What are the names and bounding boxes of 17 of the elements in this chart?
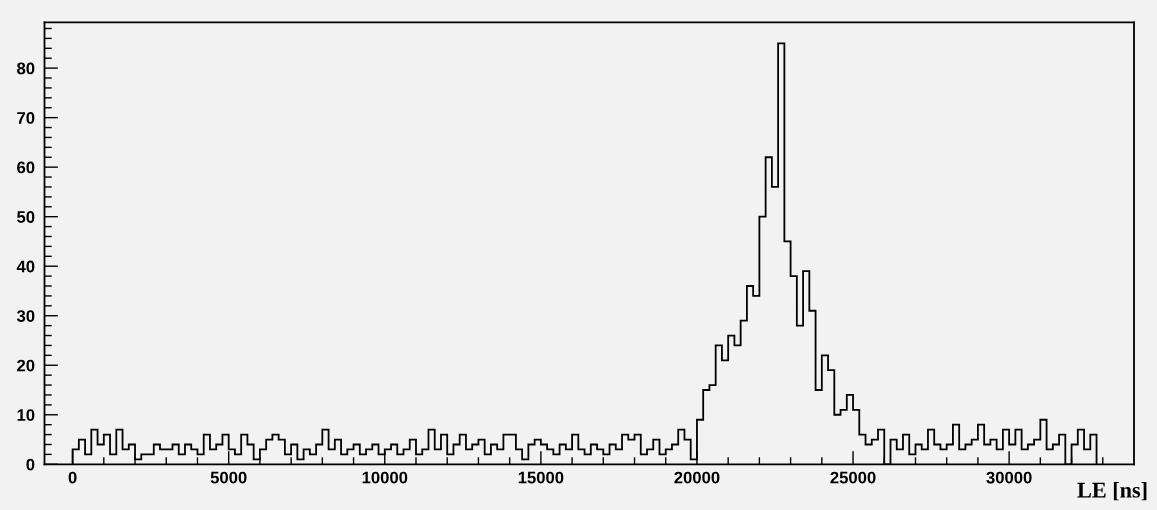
x-tick-label: 10000: [362, 471, 408, 484]
y-tick-label: 70: [17, 112, 35, 124]
y-tick-label: 60: [17, 161, 35, 174]
y-tick-label: 0: [26, 458, 35, 471]
x-axis-title: LE [ns]: [1077, 481, 1147, 501]
y-tick-label: 50: [17, 211, 35, 223]
x-tick-label: 25000: [830, 471, 876, 484]
y-tick-label: 20: [17, 359, 35, 372]
x-tick-label: 5000: [210, 471, 247, 484]
x-tick-label: 0: [68, 471, 77, 484]
y-tick-label: 10: [17, 409, 35, 421]
x-tick-label: 30000: [986, 471, 1032, 484]
x-tick-label: 15000: [518, 471, 564, 484]
y-tick-label: 80: [17, 62, 35, 75]
y-tick-label: 40: [16, 260, 35, 273]
x-tick-label: 20000: [674, 471, 720, 484]
y-tick-label: 30: [16, 310, 35, 322]
